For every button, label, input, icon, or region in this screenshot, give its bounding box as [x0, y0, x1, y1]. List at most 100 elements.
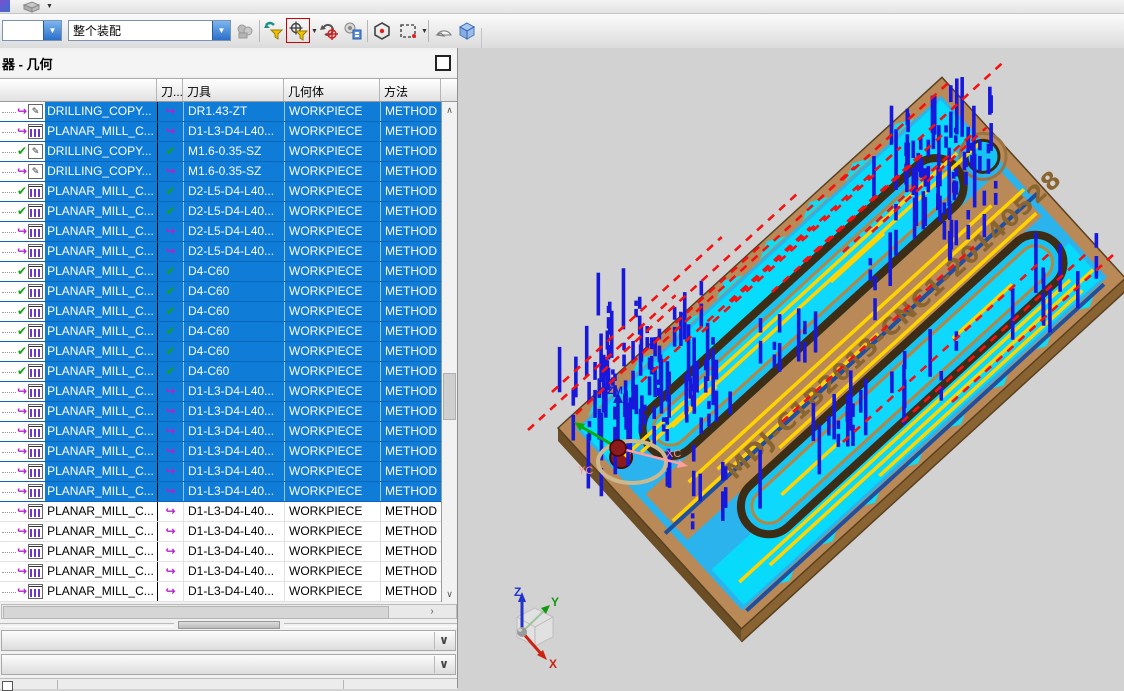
dependencies-collapsed-bar[interactable]: ∨	[1, 630, 456, 651]
scroll-down-icon[interactable]: ∨	[442, 586, 457, 602]
table-row[interactable]: ↪ PLANAR_MILL_C... ↪ D1-L3-D4-L40... WORKPIE…	[0, 522, 441, 542]
vertical-scrollbar[interactable]: ∧ ∨	[441, 102, 457, 602]
table-row[interactable]: ↪ ✎ DRILLING_COPY... ↪ M1.6-0.35-SZ WORKPIECE…	[0, 162, 441, 182]
column-header-刀...[interactable]: 刀...	[157, 79, 183, 101]
operation-name-cell[interactable]: ✔ PLANAR_MILL_C...	[0, 282, 157, 301]
scrollbar-thumb[interactable]	[3, 606, 389, 619]
operation-name-cell[interactable]: ↪ PLANAR_MILL_C...	[0, 242, 157, 261]
table-row[interactable]: ↪ PLANAR_MILL_C... ↪ D1-L3-D4-L40... WORKPIE…	[0, 502, 441, 522]
tree-line	[2, 531, 16, 533]
operation-table[interactable]: ↪ ✎ DRILLING_COPY... ↪ DR1.43-ZT WORKPIECE MET…	[0, 102, 441, 602]
table-row[interactable]: ↪ PLANAR_MILL_C... ↪ D1-L3-D4-L40... WORKPIE…	[0, 562, 441, 582]
table-row[interactable]: ✔ PLANAR_MILL_C... ✔ D4-C60 WORKPIECE METHOD	[0, 342, 441, 362]
table-row[interactable]: ↪ PLANAR_MILL_C... ↪ D1-L3-D4-L40... WORKPIE…	[0, 542, 441, 562]
chevron-down-icon[interactable]: ▼	[421, 28, 428, 35]
planar-operation-icon	[28, 584, 44, 599]
operation-name-cell[interactable]: ↪ PLANAR_MILL_C...	[0, 562, 157, 581]
operation-name-cell[interactable]: ↪ ✎ DRILLING_COPY...	[0, 102, 157, 121]
tree-line	[2, 151, 16, 153]
maximize-panel-button[interactable]	[435, 55, 451, 71]
find-component-icon[interactable]	[234, 19, 256, 42]
assembly-scope-combo[interactable]: 整个装配 ▼	[68, 20, 231, 41]
chevron-down-icon[interactable]: ▼	[46, 3, 53, 10]
planar-operation-icon	[28, 504, 44, 519]
table-row[interactable]: ✔ PLANAR_MILL_C... ✔ D4-C60 WORKPIECE METHOD	[0, 362, 441, 382]
table-row[interactable]: ↪ PLANAR_MILL_C... ↪ D1-L3-D4-L40... WORKPIE…	[0, 402, 441, 422]
table-row[interactable]: ↪ PLANAR_MILL_C... ↪ D1-L3-D4-L40... WORKPIE…	[0, 582, 441, 602]
table-row[interactable]: ✔ PLANAR_MILL_C... ✔ D2-L5-D4-L40... WORKPIE…	[0, 182, 441, 202]
table-row[interactable]: ↪ PLANAR_MILL_C... ↪ D1-L3-D4-L40... WORKPIE…	[0, 442, 441, 462]
combo-dropdown-icon[interactable]: ▼	[43, 21, 61, 40]
operation-name-cell[interactable]: ✔ PLANAR_MILL_C...	[0, 202, 157, 221]
column-header-方法[interactable]: 方法	[380, 79, 441, 101]
tree-line	[2, 271, 16, 273]
column-header-刀具[interactable]: 刀具	[183, 79, 284, 101]
column-header-name[interactable]	[0, 79, 157, 101]
table-row[interactable]: ✔ ✎ DRILLING_COPY... ✔ M1.6-0.35-SZ WORKPIECE…	[0, 142, 441, 162]
polygon-select-icon[interactable]	[371, 19, 393, 42]
operation-name-cell[interactable]: ↪ PLANAR_MILL_C...	[0, 502, 157, 521]
move-component-icon[interactable]	[20, 0, 42, 13]
table-row[interactable]: ↪ PLANAR_MILL_C... ↪ D1-L3-D4-L40... WORKPIE…	[0, 462, 441, 482]
selection-scope-combo[interactable]: ▼	[2, 20, 62, 41]
table-row[interactable]: ↪ PLANAR_MILL_C... ↪ D1-L3-D4-L40... WORKPIE…	[0, 122, 441, 142]
operation-name-cell[interactable]: ↪ PLANAR_MILL_C...	[0, 482, 157, 501]
rectangle-select-icon[interactable]	[397, 19, 419, 42]
operation-name-cell[interactable]: ↪ PLANAR_MILL_C...	[0, 582, 157, 601]
operation-name-cell[interactable]: ✔ PLANAR_MILL_C...	[0, 322, 157, 341]
orient-wcs-icon[interactable]	[318, 19, 340, 42]
operation-name: DRILLING_COPY...	[45, 142, 157, 161]
operation-name-cell[interactable]: ✔ PLANAR_MILL_C...	[0, 262, 157, 281]
operation-name-cell[interactable]: ↪ PLANAR_MILL_C...	[0, 462, 157, 481]
operation-name-cell[interactable]: ↪ PLANAR_MILL_C...	[0, 122, 157, 141]
table-row[interactable]: ↪ PLANAR_MILL_C... ↪ D1-L3-D4-L40... WORKPIE…	[0, 422, 441, 442]
operation-name-cell[interactable]: ↪ ✎ DRILLING_COPY...	[0, 162, 157, 181]
table-row[interactable]: ✔ PLANAR_MILL_C... ✔ D4-C60 WORKPIECE METHOD	[0, 282, 441, 302]
scrollbar-thumb[interactable]	[443, 373, 456, 420]
operation-name-cell[interactable]: ↪ PLANAR_MILL_C...	[0, 542, 157, 561]
scroll-right-icon[interactable]: ›	[430, 606, 434, 617]
table-row[interactable]: ↪ PLANAR_MILL_C... ↪ D1-L3-D4-L40... WORKPIE…	[0, 382, 441, 402]
expand-chevron-icon[interactable]: ∨	[434, 656, 453, 673]
table-row[interactable]: ✔ PLANAR_MILL_C... ✔ D4-C60 WORKPIECE METHOD	[0, 302, 441, 322]
operation-name-cell[interactable]: ✔ PLANAR_MILL_C...	[0, 362, 157, 381]
shaded-display-icon[interactable]	[433, 19, 455, 42]
operation-name-cell[interactable]: ✔ ✎ DRILLING_COPY...	[0, 142, 157, 161]
details-collapsed-bar[interactable]: ∨	[1, 654, 456, 675]
table-row[interactable]: ↪ PLANAR_MILL_C... ↪ D2-L5-D4-L40... WORKPIE…	[0, 242, 441, 262]
table-row[interactable]: ↪ PLANAR_MILL_C... ↪ D1-L3-D4-L40... WORKPIE…	[0, 482, 441, 502]
combo-dropdown-icon[interactable]: ▼	[212, 21, 230, 40]
translucent-cube-icon[interactable]	[456, 19, 478, 42]
toolpath-status-cell: ↪	[157, 522, 183, 541]
operation-name-cell[interactable]: ✔ PLANAR_MILL_C...	[0, 342, 157, 361]
operation-name-cell[interactable]: ↪ PLANAR_MILL_C...	[0, 442, 157, 461]
operation-name-cell[interactable]: ✔ PLANAR_MILL_C...	[0, 302, 157, 321]
panel-splitter[interactable]	[0, 621, 457, 629]
clipped-toolbar-icon[interactable]	[0, 0, 10, 12]
operation-name-cell[interactable]: ↪ PLANAR_MILL_C...	[0, 222, 157, 241]
horizontal-scrollbar[interactable]: ›	[1, 604, 457, 619]
expand-chevron-icon[interactable]: ∨	[434, 632, 453, 649]
graphics-viewport[interactable]: MDJ-C1B2013-CNC1-20140528 ZM XC YC Z Y X	[458, 48, 1124, 688]
table-row[interactable]: ✔ PLANAR_MILL_C... ✔ D4-C60 WORKPIECE METHOD	[0, 322, 441, 342]
column-header-几何体[interactable]: 几何体	[284, 79, 380, 101]
snap-point-funnel-icon[interactable]	[286, 18, 310, 43]
operation-name-cell[interactable]: ↪ PLANAR_MILL_C...	[0, 522, 157, 541]
operation-name-cell[interactable]: ↪ PLANAR_MILL_C...	[0, 382, 157, 401]
splitter-grip[interactable]	[177, 621, 280, 629]
complete-check-icon: ✔	[165, 364, 176, 378]
chevron-down-icon[interactable]: ▼	[311, 28, 318, 35]
table-row[interactable]: ✔ PLANAR_MILL_C... ✔ D2-L5-D4-L40... WORKPIE…	[0, 202, 441, 222]
scroll-up-icon[interactable]: ∧	[442, 102, 457, 118]
operation-name: PLANAR_MILL_C...	[45, 482, 157, 501]
filter-funnel-icon[interactable]	[263, 19, 285, 42]
table-row[interactable]: ↪ PLANAR_MILL_C... ↪ D2-L5-D4-L40... WORKPIE…	[0, 222, 441, 242]
table-row[interactable]: ✔ PLANAR_MILL_C... ✔ D4-C60 WORKPIECE METHOD	[0, 262, 441, 282]
planar-operation-icon	[28, 184, 44, 199]
operation-name-cell[interactable]: ↪ PLANAR_MILL_C...	[0, 422, 157, 441]
operation-name-cell[interactable]: ↪ PLANAR_MILL_C...	[0, 402, 157, 421]
table-row[interactable]: ↪ ✎ DRILLING_COPY... ↪ DR1.43-ZT WORKPIECE MET…	[0, 102, 441, 122]
operation-name-cell[interactable]: ✔ PLANAR_MILL_C...	[0, 182, 157, 201]
assembly-navigator-tool-icon[interactable]	[342, 19, 364, 42]
